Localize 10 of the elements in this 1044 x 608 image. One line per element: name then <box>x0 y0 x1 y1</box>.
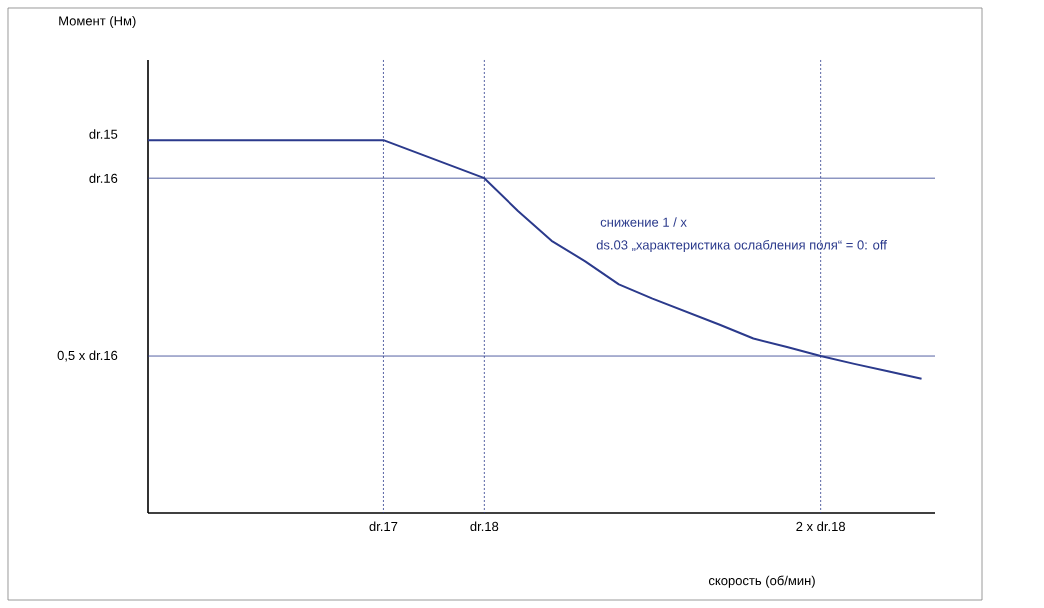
x-axis-title: скорость (об/мин) <box>708 575 815 588</box>
ref-line-label: 0,5 x dr.16 <box>57 350 118 362</box>
text: Момент (Нм) <box>59 15 136 29</box>
annotation: снижение 1 / x <box>600 217 687 227</box>
x-tick-label: dr.17 <box>369 521 398 532</box>
annotation: ds.03 „характеристика ослабления поля“ = 0: off <box>596 239 887 253</box>
text: dr.15 <box>89 129 118 139</box>
ref-line-label: dr.16 <box>89 173 118 183</box>
x-tick-label: dr.18 <box>470 521 499 532</box>
x-tick-label: 2 x dr.18 <box>796 521 846 532</box>
